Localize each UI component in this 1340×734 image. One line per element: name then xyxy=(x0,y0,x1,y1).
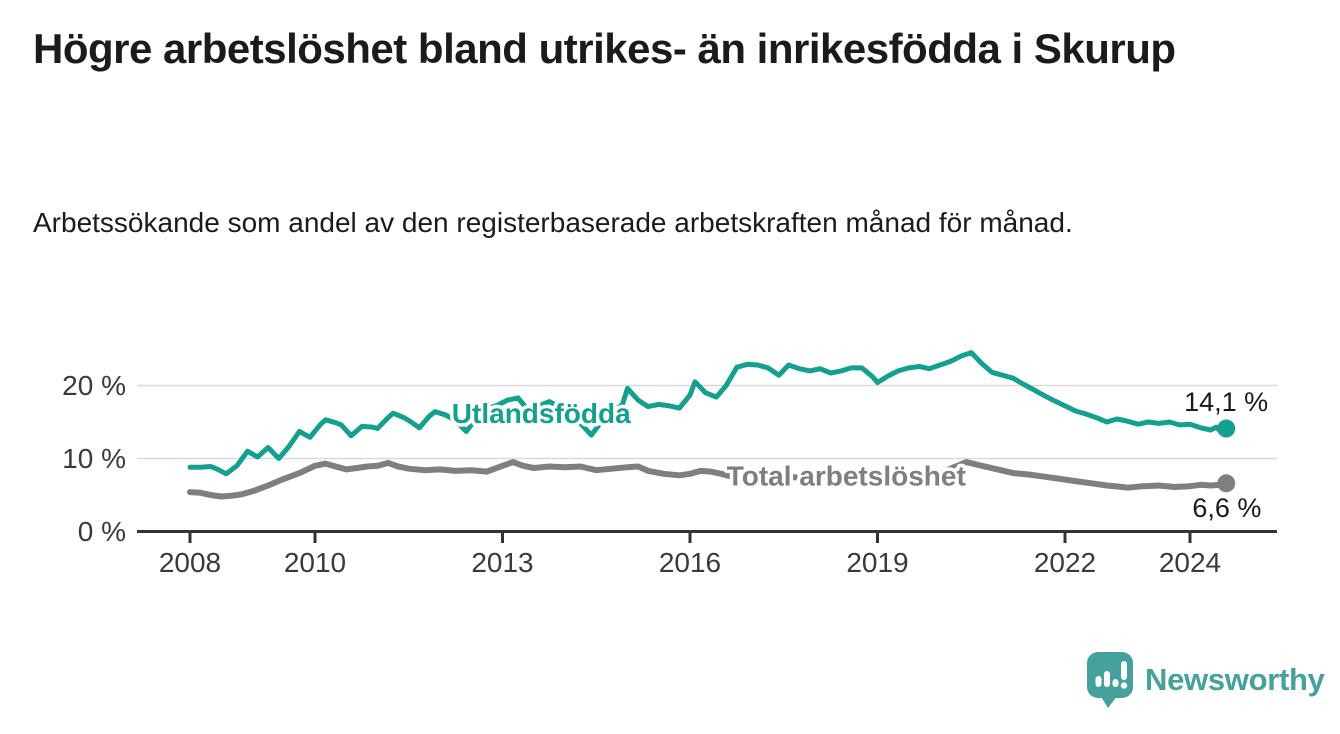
total-arbetsloshet-end-value-label: 6,6 % xyxy=(1192,493,1261,523)
x-tick-label-2013: 2013 xyxy=(471,547,533,578)
x-tick-label-2024: 2024 xyxy=(1159,547,1221,578)
chart-subtitle: Arbetssökande som andel av den registerb… xyxy=(33,207,1073,238)
y-tick-label-0: 0 % xyxy=(78,516,126,547)
x-tick-label-2019: 2019 xyxy=(846,547,908,578)
total-arbetsloshet-label: Total arbetslöshet xyxy=(727,460,966,491)
newsworthy-logo: Newsworthy xyxy=(1086,651,1325,709)
utlandsfodda-end-dot xyxy=(1217,419,1236,438)
utlandsfodda-label: Utlandsfödda xyxy=(452,398,631,429)
newsworthy-speech-bubble-bar-chart-icon xyxy=(1087,652,1133,708)
x-tick-label-2008: 2008 xyxy=(159,547,221,578)
y-tick-label-20: 20 % xyxy=(62,370,126,401)
x-tick-label-2022: 2022 xyxy=(1034,547,1096,578)
page-title: Högre arbetslöshet bland utrikes- än inr… xyxy=(33,25,1176,72)
total-arbetsloshet-end-dot xyxy=(1217,474,1236,493)
brand-name: Newsworthy xyxy=(1145,662,1325,697)
total-arbetsloshet-line xyxy=(187,459,1230,500)
x-tick-label-2010: 2010 xyxy=(284,547,346,578)
utlandsfodda-line xyxy=(187,350,1229,477)
y-tick-label-10: 10 % xyxy=(62,443,126,474)
utlandsfodda-end-value-label: 14,1 % xyxy=(1184,387,1268,417)
x-tick-label-2016: 2016 xyxy=(659,547,721,578)
